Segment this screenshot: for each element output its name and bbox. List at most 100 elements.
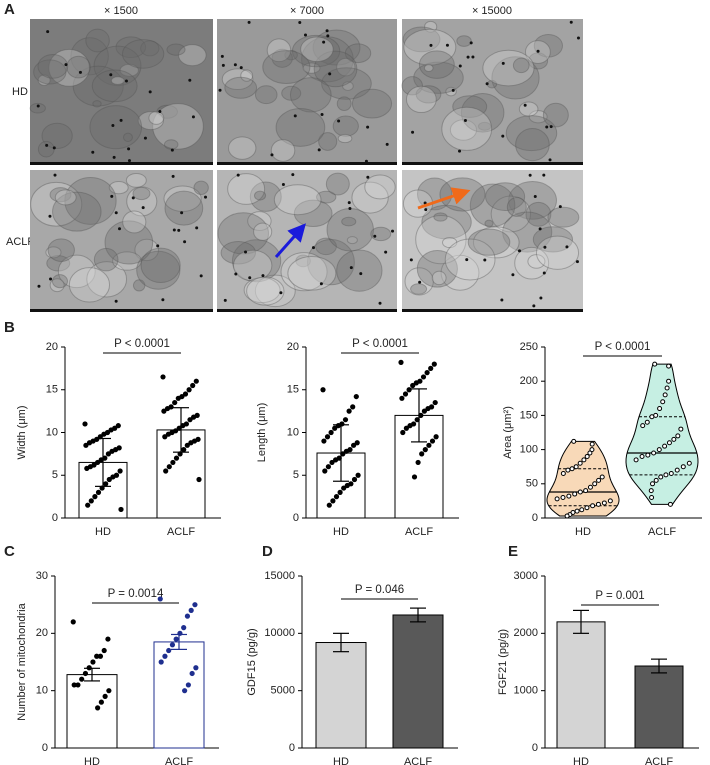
- texture: [410, 283, 428, 295]
- texture: [166, 43, 186, 56]
- texture: [262, 50, 311, 84]
- data-point: [640, 423, 646, 429]
- texture: [549, 125, 553, 129]
- texture: [298, 21, 302, 25]
- texture: [505, 115, 558, 152]
- data-point: [572, 491, 578, 497]
- texture: [337, 133, 353, 144]
- y-tick-label: 50: [526, 478, 538, 490]
- texture: [528, 173, 532, 177]
- texture: [41, 122, 73, 149]
- micrograph: [217, 19, 397, 165]
- data-point: [432, 399, 438, 406]
- data-point: [90, 659, 96, 665]
- data-point: [320, 387, 326, 393]
- data-point: [105, 636, 111, 642]
- y-axis-title: GDF15 (pg/g): [246, 628, 258, 695]
- x-tick-label: ACLF: [404, 756, 432, 765]
- texture: [501, 134, 505, 138]
- texture: [289, 77, 332, 113]
- data-point: [187, 417, 193, 423]
- texture: [37, 74, 51, 86]
- texture: [322, 40, 326, 44]
- data-point: [564, 513, 570, 519]
- y-tick-label: 10: [287, 426, 299, 438]
- texture: [246, 276, 285, 306]
- data-point: [662, 443, 668, 449]
- data-point: [163, 468, 169, 474]
- texture: [266, 38, 292, 63]
- data-point: [424, 370, 430, 376]
- data-point: [413, 380, 419, 386]
- data-point: [590, 503, 596, 509]
- texture: [532, 226, 574, 253]
- texture: [416, 250, 458, 288]
- texture: [418, 50, 455, 79]
- texture: [547, 206, 580, 228]
- texture: [502, 211, 553, 253]
- bar: [315, 642, 367, 749]
- texture: [280, 252, 328, 292]
- data-point: [671, 436, 677, 442]
- texture: [320, 113, 324, 117]
- data-point: [172, 399, 178, 406]
- data-point: [157, 596, 163, 602]
- texture: [232, 249, 273, 282]
- data-point: [573, 464, 579, 470]
- texture: [126, 186, 158, 217]
- texture: [115, 36, 147, 59]
- data-point: [664, 385, 670, 391]
- texture: [535, 235, 580, 270]
- data-point: [675, 433, 681, 439]
- texture: [465, 258, 469, 262]
- data-point: [98, 699, 104, 705]
- data-point: [587, 450, 593, 456]
- panel-label: B: [4, 319, 15, 336]
- texture: [463, 119, 467, 123]
- texture: [91, 69, 138, 103]
- y-tick-label: 150: [520, 409, 538, 421]
- texture: [281, 182, 285, 186]
- data-point: [170, 459, 176, 466]
- texture: [66, 55, 91, 79]
- texture: [122, 210, 147, 234]
- data-point: [421, 408, 427, 414]
- data-point: [340, 451, 346, 457]
- magnification: × 7000: [290, 5, 324, 17]
- texture: [351, 88, 393, 119]
- texture: [346, 236, 358, 245]
- data-point: [419, 451, 425, 457]
- texture: [127, 147, 131, 151]
- texture: [306, 238, 355, 286]
- texture: [134, 238, 160, 262]
- data-point: [86, 665, 92, 671]
- texture: [48, 214, 52, 218]
- panel-label: E: [508, 543, 518, 560]
- data-point: [344, 482, 350, 489]
- texture: [47, 238, 75, 262]
- y-tick-label: 0: [293, 512, 299, 524]
- y-tick-label: 15000: [264, 570, 295, 582]
- texture: [348, 206, 352, 210]
- data-point: [173, 455, 180, 461]
- data-point: [95, 489, 102, 495]
- texture: [178, 44, 207, 67]
- texture: [458, 149, 462, 153]
- texture: [423, 64, 434, 72]
- texture: [536, 49, 540, 53]
- data-point: [182, 391, 189, 397]
- texture: [287, 256, 337, 291]
- texture: [366, 175, 370, 179]
- bar: [153, 641, 205, 749]
- texture: [364, 174, 396, 200]
- texture: [484, 219, 494, 228]
- data-point: [106, 688, 112, 694]
- y-tick-label: 5: [52, 469, 58, 481]
- texture: [228, 136, 257, 160]
- x-tick-label: ACLF: [165, 756, 193, 765]
- texture: [482, 49, 535, 87]
- texture: [254, 274, 296, 308]
- bar: [634, 665, 684, 749]
- texture: [221, 68, 254, 91]
- texture: [326, 34, 330, 38]
